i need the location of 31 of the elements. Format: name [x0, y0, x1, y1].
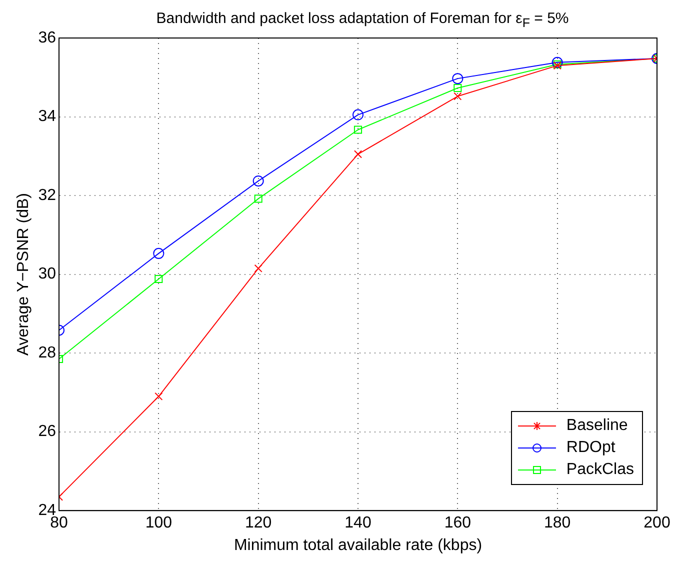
- point: [454, 92, 462, 100]
- legend-label: RDOpt: [566, 439, 616, 457]
- point: [454, 84, 462, 92]
- x-axis-title: Minimum total available rate (kbps): [234, 536, 482, 554]
- x-tick-label: 100: [145, 514, 172, 532]
- point: [154, 392, 163, 400]
- point: [254, 194, 262, 203]
- x-tick-label: 200: [644, 514, 670, 532]
- x-tick-label: 140: [344, 514, 372, 532]
- point: [354, 150, 362, 158]
- x-tick-label: 160: [444, 514, 472, 532]
- point: [352, 109, 364, 120]
- point: [153, 248, 164, 259]
- legend-label: Baseline: [566, 417, 628, 435]
- point: [154, 274, 163, 284]
- y-tick-label: 34: [38, 108, 56, 126]
- y-tick-label: 26: [38, 423, 56, 440]
- y-tick-label: 32: [38, 186, 56, 204]
- point: [252, 175, 264, 186]
- y-tick-label: 36: [38, 29, 56, 46]
- y-axis-title: Average Y−PSNR (dB): [15, 192, 32, 356]
- y-tick-label: 28: [38, 344, 56, 362]
- legend-label: PackClas: [566, 461, 634, 479]
- point: [354, 126, 362, 134]
- point: [552, 56, 563, 68]
- chart-title: Bandwidth and packet loss adaptation of Foreman for ε$_{F}$ = 5%: [155, 10, 570, 30]
- point: [452, 73, 464, 84]
- x-tick-label: 180: [544, 514, 571, 532]
- x-tick-label: 120: [244, 514, 272, 532]
- y-tick-label: 30: [38, 266, 56, 283]
- point: [254, 264, 262, 272]
